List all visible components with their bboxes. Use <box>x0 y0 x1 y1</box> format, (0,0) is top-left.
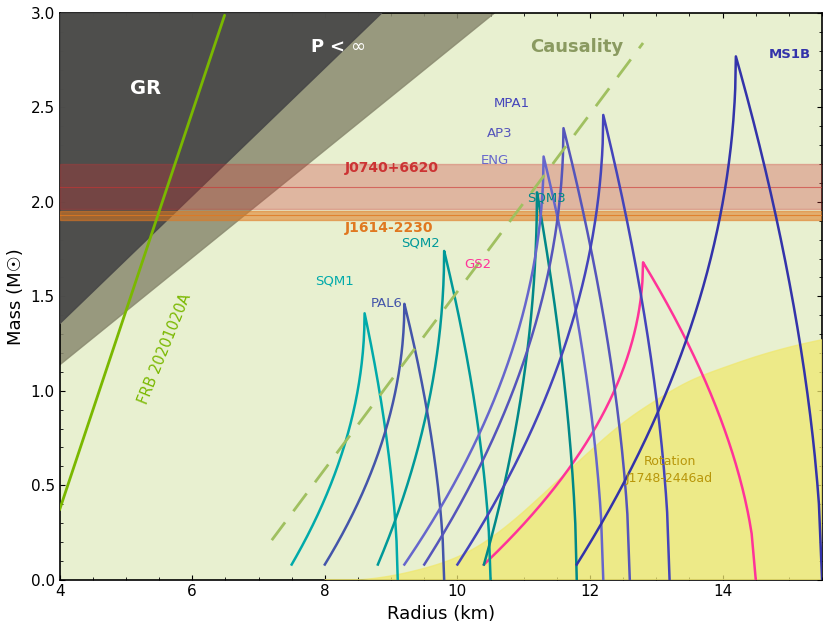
Text: ENG: ENG <box>480 154 508 167</box>
Text: P < $\infty$: P < $\infty$ <box>310 38 366 56</box>
Polygon shape <box>60 13 821 580</box>
Text: PAL6: PAL6 <box>371 297 402 311</box>
Text: J1614-2230: J1614-2230 <box>344 221 433 235</box>
Text: AP3: AP3 <box>487 127 513 140</box>
Text: J0740+6620: J0740+6620 <box>344 161 438 175</box>
Text: MS1B: MS1B <box>768 48 810 61</box>
Bar <box>60 211 821 220</box>
Text: GS2: GS2 <box>464 258 490 271</box>
Y-axis label: Mass (M☉): Mass (M☉) <box>7 248 25 345</box>
Text: SQM3: SQM3 <box>527 192 565 205</box>
X-axis label: Radius (km): Radius (km) <box>387 605 494 623</box>
Polygon shape <box>325 340 821 580</box>
Text: SQM2: SQM2 <box>401 237 440 250</box>
Text: SQM1: SQM1 <box>315 275 354 288</box>
Text: FRB 20201020A: FRB 20201020A <box>136 292 194 406</box>
Text: Rotation
J1748-2446ad: Rotation J1748-2446ad <box>625 455 712 485</box>
Bar <box>60 164 821 209</box>
Text: Causality: Causality <box>529 38 623 56</box>
Text: GR: GR <box>130 79 161 98</box>
Text: MPA1: MPA1 <box>493 97 529 110</box>
Polygon shape <box>60 13 381 324</box>
Polygon shape <box>60 13 493 365</box>
